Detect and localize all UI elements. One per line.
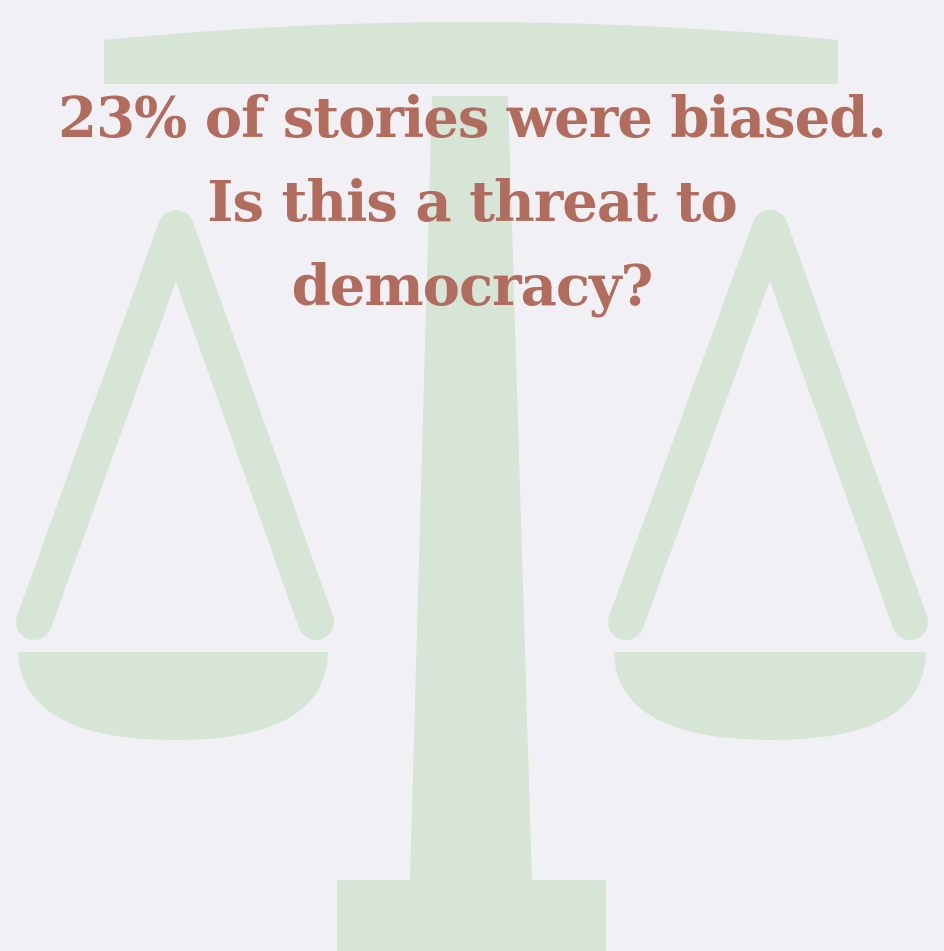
headline: 23% of stories were biased. Is this a th… <box>0 76 944 328</box>
headline-line-1: 23% of stories were biased. <box>58 85 887 151</box>
headline-line-2: Is this a threat to <box>207 169 737 235</box>
headline-line-3: democracy? <box>291 253 654 319</box>
